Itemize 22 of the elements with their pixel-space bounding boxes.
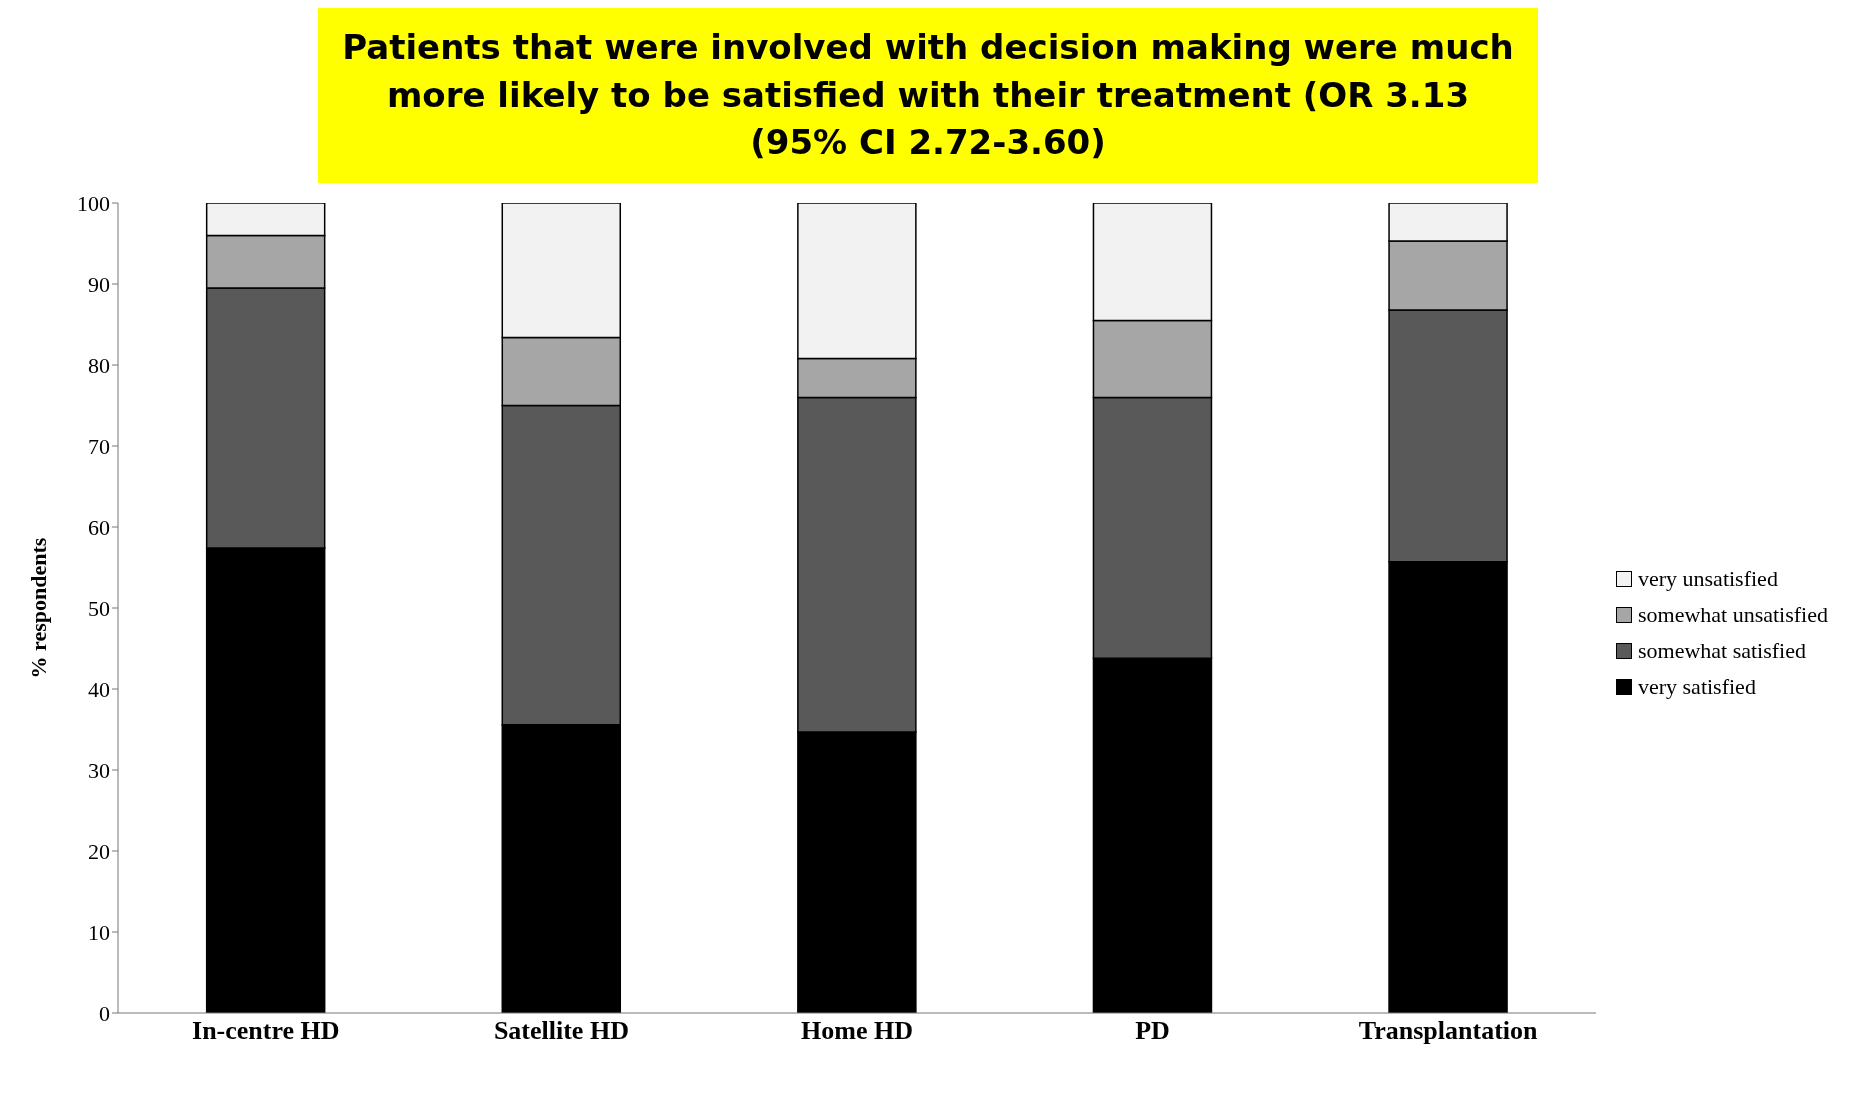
y-tick-label: 90	[88, 271, 110, 297]
y-tick-label: 100	[77, 190, 110, 216]
y-tick-label: 50	[88, 595, 110, 621]
x-tick-label: Transplantation	[1358, 1016, 1539, 1046]
y-axis-title: % respondents	[25, 536, 51, 679]
y-tick-label: 30	[88, 757, 110, 783]
legend-label: somewhat satisfied	[1636, 637, 1807, 664]
y-tick-label: 70	[88, 433, 110, 459]
text: Patients that were involved with decision making were much more likely to be satisfied with their treatment (OR 3.13 (95% CI 2.72-3.60)	[318, 8, 1538, 183]
legend-label: somewhat unsatisfied	[1636, 601, 1828, 628]
x-tick-label: PD	[1135, 1016, 1170, 1046]
x-tick-label: Home HD	[801, 1016, 913, 1046]
y-tick-label: 40	[88, 676, 110, 702]
legend-label: very unsatisfied	[1636, 565, 1779, 592]
y-tick-label: 0	[99, 1000, 110, 1026]
y-tick-label: 60	[88, 514, 110, 540]
x-tick-label: Satellite HD	[493, 1016, 629, 1046]
y-tick-label: 80	[88, 352, 110, 378]
y-tick-label: 10	[88, 919, 110, 945]
legend-label: very satisfied	[1636, 673, 1757, 700]
x-tick-label: In-centre HD	[192, 1016, 340, 1046]
y-tick-label: 20	[88, 838, 110, 864]
